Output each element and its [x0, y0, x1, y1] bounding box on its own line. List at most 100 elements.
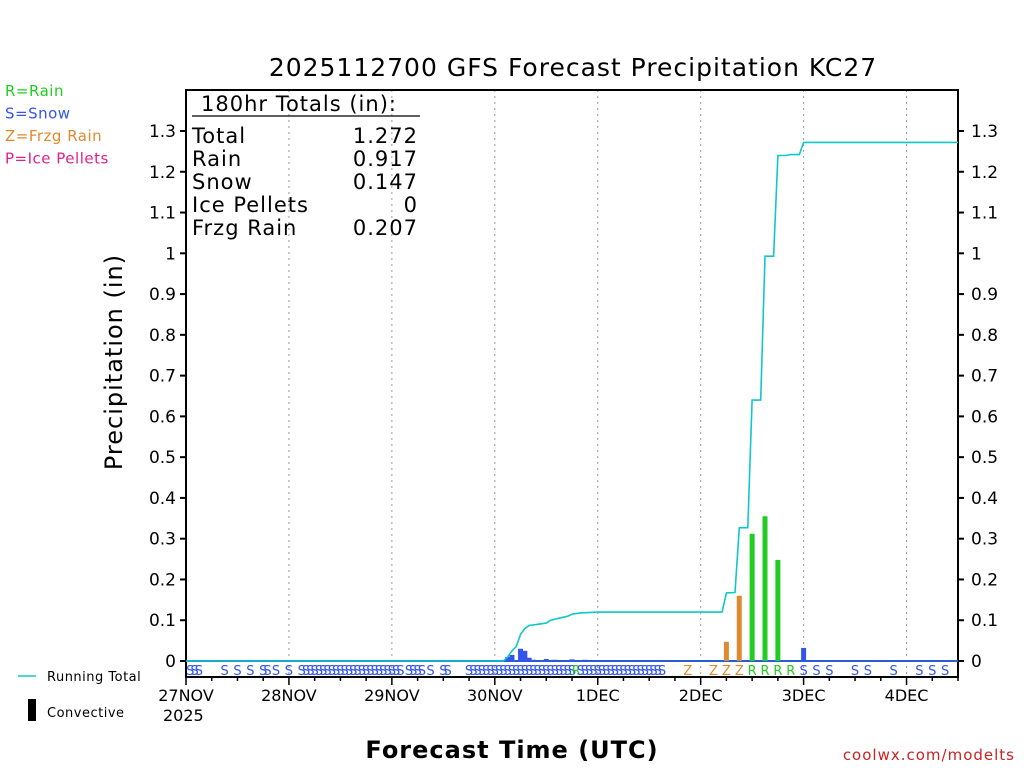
y-tick-label-right: 0.8	[971, 326, 998, 346]
y-tick-label-right: 0.4	[971, 489, 998, 509]
precip-bar	[749, 533, 755, 661]
ptype-letter: S	[546, 664, 554, 679]
ptype-letter: S	[396, 664, 404, 679]
ptype-letter: S	[465, 664, 473, 679]
x-tick-label: 28NOV	[261, 686, 317, 705]
ptype-letter: S	[263, 664, 271, 679]
ptype-letter: S	[516, 664, 524, 679]
ptype-letter: S	[568, 664, 576, 679]
ptype-letter: S	[474, 664, 482, 679]
ptype-letter: S	[220, 664, 228, 679]
y-tick-label-left: 0.3	[149, 530, 176, 550]
precip-bar	[530, 659, 536, 661]
totals-row-label: Frzg Rain	[192, 216, 297, 240]
ptype-letter: S	[426, 664, 434, 679]
legend-label: Convective	[47, 706, 125, 721]
x-tick-label: 29NOV	[364, 686, 420, 705]
y-tick-label-left: 1.3	[149, 122, 176, 142]
precip-bar	[736, 595, 742, 661]
x-tick-label: 1DEC	[576, 686, 620, 705]
ptype-letter: S	[323, 664, 331, 679]
chart-title: 2025112700 GFS Forecast Precipitation KC…	[269, 53, 877, 82]
precip-bar	[522, 650, 528, 661]
ptype-letter: S	[371, 664, 379, 679]
x-tick-label: 4DEC	[885, 686, 929, 705]
ptype-letter: S	[186, 664, 194, 679]
y-tick-label-right: 0.1	[971, 611, 998, 631]
ptype-letter: S	[551, 664, 559, 679]
y-tick-label-right: 0	[971, 652, 982, 672]
ptype-letter: S	[649, 664, 657, 679]
y-tick-label-right: 0.2	[971, 570, 998, 590]
precip-bar	[552, 659, 558, 661]
y-tick-label-left: 0.1	[149, 611, 176, 631]
y-tick-label-right: 0.3	[971, 530, 998, 550]
totals-row-label: Total	[191, 124, 246, 148]
totals-row-value: 0.917	[353, 147, 418, 171]
totals-row-label: Snow	[192, 170, 253, 194]
ptype-letter: S	[632, 664, 640, 679]
precip-bar	[518, 648, 524, 661]
y-tick-label-left: 0.8	[149, 326, 176, 346]
ptype-legend-item: Z=Frzg Rain	[5, 127, 102, 145]
y-tick-label-left: 0.7	[149, 367, 176, 387]
ptype-letter: Z	[722, 664, 731, 679]
ptype-letter: S	[491, 664, 499, 679]
ptype-legend-item: S=Snow	[5, 105, 71, 123]
ptype-letter: S	[259, 664, 267, 679]
legend-label: Running Total	[47, 670, 141, 685]
ptype-letter: S	[439, 664, 447, 679]
ptype-letter: S	[589, 664, 597, 679]
ptype-letter: S	[529, 664, 537, 679]
ptype-letter: S	[645, 664, 653, 679]
ptype-letter: S	[928, 664, 936, 679]
ptype-letter: Z	[683, 664, 692, 679]
precip-bar	[569, 659, 575, 661]
ptype-letter: S	[311, 664, 319, 679]
precip-bar	[582, 659, 588, 661]
ptype-letter: S	[825, 664, 833, 679]
ptype-letter: S	[890, 664, 898, 679]
year-label: 2025	[163, 706, 204, 725]
ptype-letter: S	[388, 664, 396, 679]
ptype-letter: S	[508, 664, 516, 679]
bars	[505, 516, 807, 661]
credit-text: coolwx.com/modelts	[843, 746, 1015, 764]
ptype-letter: S	[298, 664, 306, 679]
y-tick-label-left: 0	[165, 652, 176, 672]
ptype-letter: S	[611, 664, 619, 679]
ptype-letter: Z	[735, 664, 744, 679]
running-total	[186, 141, 958, 662]
ptype-letter: S	[628, 664, 636, 679]
totals-row-value: 0	[404, 193, 418, 217]
y-tick-label-right: 0.7	[971, 367, 998, 387]
ptype-letter: S	[345, 664, 353, 679]
ptype-letter: S	[941, 664, 949, 679]
ptype-letter: S	[521, 664, 529, 679]
totals-row-value: 0.147	[353, 170, 418, 194]
ptype-letter: S	[525, 664, 533, 679]
ptype-letter: S	[358, 664, 366, 679]
y-tick-label-left: 0.2	[149, 570, 176, 590]
y-tick-label-right: 1.2	[971, 163, 998, 183]
ptype-letter: S	[285, 664, 293, 679]
ptype-letter: S	[598, 664, 606, 679]
ptype-letter: S	[482, 664, 490, 679]
totals-row-value: 1.272	[353, 124, 418, 148]
ptype-letter: S	[542, 664, 550, 679]
y-tick-label-left: 0.9	[149, 285, 176, 305]
ptype-letter: S	[315, 664, 323, 679]
ptype-letter: S	[418, 664, 426, 679]
y-axis-right: 0 0.1 0.2 0.3 0.4 0.5 0.6 0.7 0.8 0.9 1 1.1 1.2 1.3	[958, 122, 998, 672]
ptype-letter: S	[641, 664, 649, 679]
x-tick-label: 27NOV	[158, 686, 214, 705]
precip-bar	[801, 647, 807, 661]
precip-bar	[543, 658, 549, 661]
ptype-letter: R	[760, 664, 769, 679]
ptype-letter: S	[581, 664, 589, 679]
ptype-letter: S	[478, 664, 486, 679]
ptype-letter: S	[654, 664, 662, 679]
ptype-letter: S	[799, 664, 807, 679]
